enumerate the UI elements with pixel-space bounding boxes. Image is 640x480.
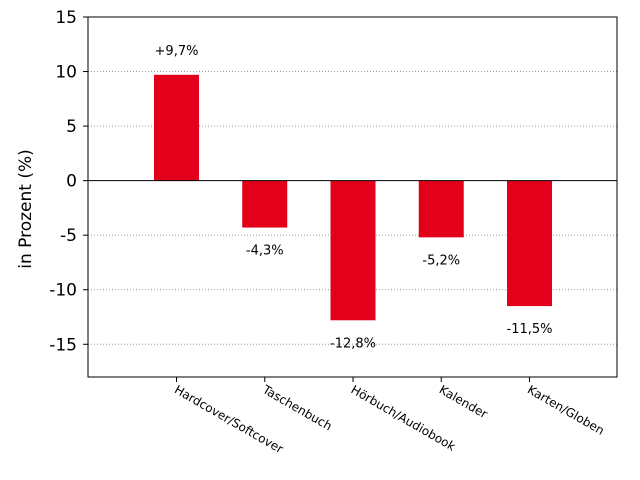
bar	[330, 180, 376, 321]
bar	[154, 74, 199, 181]
bar	[418, 180, 464, 238]
y-tick-label: -5	[60, 226, 77, 246]
y-tick-label: 15	[55, 8, 77, 28]
bars	[154, 74, 552, 321]
data-label: -12,8%	[330, 336, 376, 351]
data-label: -5,2%	[422, 253, 460, 268]
data-labels: +9,7% -4,3% -12,8% -5,2% -11,5%	[155, 44, 553, 351]
y-tick-label: -15	[49, 335, 77, 355]
y-tick-label: 5	[66, 117, 77, 137]
bar	[507, 180, 552, 307]
x-category-label: Kalender	[437, 382, 490, 421]
data-label: +9,7%	[155, 44, 199, 59]
bar	[242, 180, 288, 228]
y-axis-title: in Prozent (%)	[16, 149, 36, 269]
y-axis-ticks: 15 10 5 0 -5 -10 -15	[49, 8, 88, 355]
data-label: -11,5%	[507, 322, 553, 337]
x-category-label: Taschenbuch	[259, 382, 334, 433]
y-tick-label: 0	[66, 172, 77, 192]
y-tick-label: 10	[55, 63, 77, 83]
x-category-label: Karten/Globen	[525, 382, 607, 437]
data-label: -4,3%	[246, 244, 284, 259]
y-tick-label: -10	[49, 281, 77, 301]
